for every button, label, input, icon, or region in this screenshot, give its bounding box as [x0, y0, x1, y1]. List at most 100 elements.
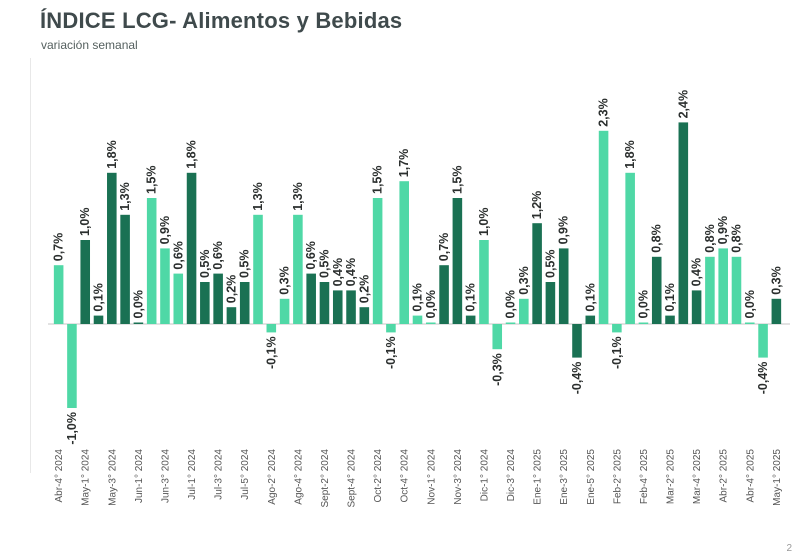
x-tick-label-10: Jul-1° 2024: [187, 449, 198, 500]
data-label-38: 0,9%: [557, 216, 571, 245]
data-label-53: -0,4%: [756, 362, 770, 395]
data-label-9: 0,6%: [171, 241, 185, 270]
bar-43: [625, 172, 635, 324]
page-number: 2: [786, 543, 792, 554]
bar-49: [705, 256, 715, 324]
bar-47: [678, 122, 689, 325]
data-label-52: 0,0%: [743, 290, 757, 319]
x-tick-label-40: Ene-5° 2025: [586, 449, 597, 505]
data-label-54: 0,3%: [769, 266, 783, 295]
bar-31: [465, 315, 476, 324]
bar-54: [771, 298, 782, 324]
bar-20: [319, 282, 330, 324]
x-tick-label-54: May-1° 2025: [772, 449, 783, 506]
data-label-43: 1,8%: [623, 140, 637, 169]
bar-40: [585, 315, 596, 324]
bar-12: [213, 273, 223, 324]
data-label-28: 0,0%: [424, 290, 438, 319]
bar-42: [612, 324, 622, 333]
bar-34: [505, 322, 516, 324]
data-label-23: 0,2%: [357, 275, 371, 304]
data-label-34: 0,0%: [504, 290, 518, 319]
bar-41: [598, 130, 609, 324]
bar-6: [133, 322, 144, 324]
x-tick-label-20: Sept-2° 2024: [320, 449, 331, 508]
bar-52: [744, 322, 755, 324]
data-label-10: 1,8%: [185, 140, 199, 169]
data-label-40: 0,1%: [583, 283, 597, 312]
bar-50: [718, 248, 728, 324]
data-label-14: 0,5%: [238, 250, 252, 279]
data-label-36: 1,2%: [530, 191, 544, 220]
data-label-25: -0,1%: [384, 336, 398, 369]
bar-0: [53, 265, 64, 324]
data-label-7: 1,5%: [145, 166, 159, 195]
bar-8: [160, 248, 170, 324]
data-label-32: 1,0%: [477, 208, 491, 237]
data-label-5: 1,3%: [118, 182, 132, 211]
data-label-42: -0,1%: [610, 336, 624, 369]
x-tick-label-30: Nov-3° 2024: [453, 449, 464, 505]
data-label-47: 2,4%: [676, 90, 690, 119]
x-tick-label-50: Abr-2° 2025: [719, 449, 730, 503]
data-label-33: -0,3%: [490, 353, 504, 386]
data-label-3: 0,1%: [92, 283, 106, 312]
data-label-18: 1,3%: [291, 182, 305, 211]
x-tick-label-34: Dic-3° 2024: [506, 449, 517, 502]
x-tick-label-32: Dic-1° 2024: [479, 449, 490, 502]
data-label-4: 1,8%: [105, 140, 119, 169]
x-tick-label-44: Feb-4° 2025: [639, 449, 650, 505]
data-label-26: 1,7%: [397, 149, 411, 178]
data-label-37: 0,5%: [543, 250, 557, 279]
x-tick-label-12: Jul-3° 2024: [214, 449, 225, 500]
bar-9: [173, 273, 184, 324]
data-label-44: 0,0%: [636, 290, 650, 319]
bar-3: [93, 315, 104, 324]
data-label-39: -0,4%: [570, 362, 584, 395]
bar-30: [452, 198, 463, 324]
x-tick-label-48: Mar-4° 2025: [692, 449, 703, 505]
data-label-8: 0,9%: [158, 216, 172, 245]
bar-26: [399, 181, 409, 324]
bar-5: [120, 214, 130, 324]
x-tick-label-22: Sept-4° 2024: [347, 449, 358, 508]
x-tick-label-52: Abr-4° 2025: [745, 449, 756, 503]
data-label-31: 0,1%: [464, 283, 478, 312]
data-label-45: 0,8%: [650, 224, 664, 253]
bar-35: [519, 298, 529, 324]
data-label-12: 0,6%: [211, 241, 225, 270]
x-tick-label-26: Oct-4° 2024: [400, 449, 411, 503]
bar-45: [651, 256, 662, 324]
data-label-49: 0,8%: [703, 224, 717, 253]
data-label-24: 1,5%: [371, 166, 385, 195]
bar-46: [665, 315, 675, 324]
bar-39: [572, 324, 582, 358]
bar-27: [412, 315, 423, 324]
bar-23: [359, 307, 370, 324]
bar-29: [439, 265, 449, 324]
data-label-50: 0,9%: [716, 216, 730, 245]
x-tick-label-18: Ago-4° 2024: [293, 449, 304, 505]
bar-53: [758, 324, 768, 358]
data-label-46: 0,1%: [663, 283, 677, 312]
data-label-11: 0,5%: [198, 250, 212, 279]
x-tick-label-24: Oct-2° 2024: [373, 449, 384, 503]
data-label-21: 0,4%: [331, 258, 345, 287]
data-label-51: 0,8%: [729, 224, 743, 253]
chart-title: ÍNDICE LCG- Alimentos y Bebidas: [40, 8, 403, 33]
bar-2: [80, 240, 91, 324]
bar-1: [67, 324, 77, 408]
x-tick-label-16: Ago-2° 2024: [267, 449, 278, 505]
bar-37: [545, 282, 556, 324]
data-label-6: 0,0%: [131, 290, 145, 319]
data-label-30: 1,5%: [450, 166, 464, 195]
bar-11: [200, 282, 210, 324]
x-tick-label-4: May-3° 2024: [107, 449, 118, 506]
bar-44: [638, 322, 649, 324]
data-label-20: 0,5%: [317, 250, 331, 279]
x-tick-label-46: Mar-2° 2025: [666, 449, 677, 505]
bar-51: [731, 256, 742, 324]
bar-36: [532, 223, 542, 324]
data-label-2: 1,0%: [78, 208, 92, 237]
